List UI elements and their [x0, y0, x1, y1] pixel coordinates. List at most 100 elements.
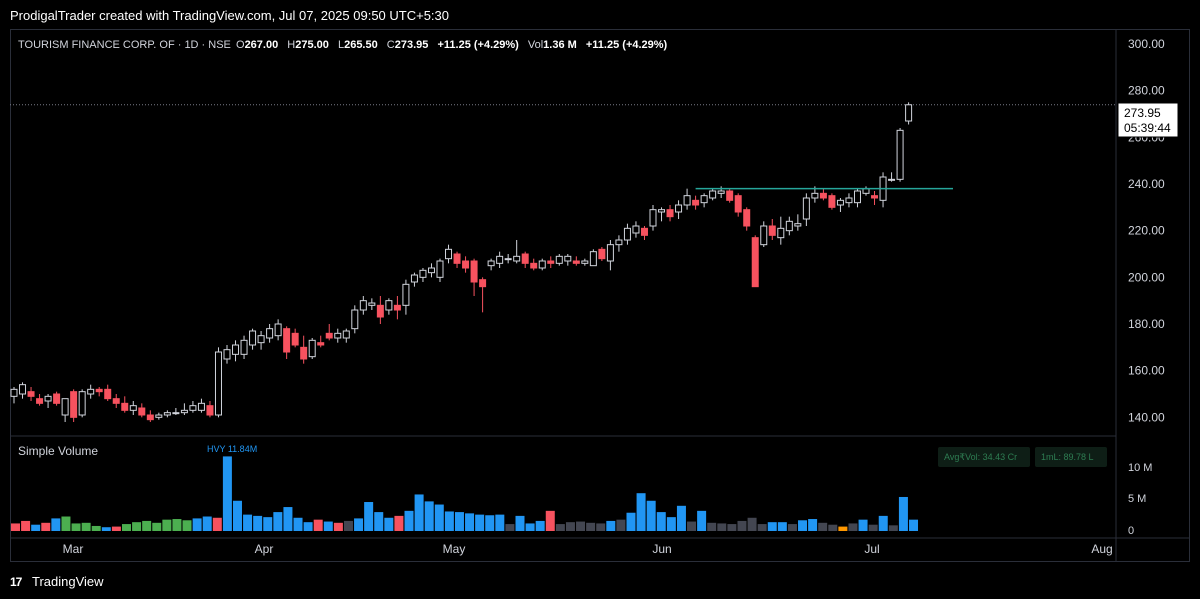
candle-body: [649, 209, 657, 227]
candle-body: [692, 199, 700, 206]
volume-bar: [485, 515, 495, 531]
candle-body: [479, 279, 487, 288]
volume-bar: [737, 520, 747, 531]
volume-bar: [586, 522, 596, 531]
hvy-label: HVY 11.84M: [207, 444, 257, 454]
volume-bar: [646, 500, 656, 531]
volume-bar: [858, 519, 868, 531]
candle-body: [845, 197, 853, 204]
legend-symbol: TOURISM FINANCE CORP. OF · 1D · NSE: [18, 39, 231, 51]
candle-body: [393, 304, 401, 311]
candle-body: [709, 190, 717, 199]
candle-body: [223, 349, 231, 360]
candle-body: [836, 199, 844, 206]
candle-body: [180, 409, 188, 414]
volume-bar: [31, 524, 41, 531]
avg-vol-text: Avg₹Vol: 34.43 Cr: [944, 452, 1017, 462]
candle-body: [905, 104, 913, 122]
time-label-aug: Aug: [1091, 542, 1112, 556]
volume-bar: [444, 511, 454, 531]
volume-bar: [394, 515, 404, 531]
candle-body: [257, 335, 265, 344]
volume-bar: [424, 501, 434, 531]
candle-body: [44, 395, 52, 402]
candle-body: [385, 300, 393, 311]
volume-bar: [747, 517, 757, 531]
candle-body: [496, 255, 504, 264]
candle-body: [266, 328, 274, 339]
volume-bar: [182, 520, 192, 531]
candle-body: [658, 209, 666, 213]
volume-bar: [565, 522, 575, 531]
price-tick-200: 200.00: [1128, 270, 1165, 284]
candle-body: [436, 260, 444, 278]
volume-bar: [878, 515, 888, 531]
volume-bars: [11, 456, 919, 531]
time-label-mar: Mar: [63, 542, 84, 556]
volume-bar: [21, 520, 31, 531]
volume-bar: [555, 524, 565, 531]
candle-body: [325, 332, 333, 339]
candle-body: [666, 209, 674, 218]
candle-body: [317, 342, 325, 346]
vol-tick-5m: 5 M: [1128, 493, 1146, 505]
volume-bar: [303, 522, 313, 531]
volume-bar: [798, 520, 808, 531]
candle-body: [581, 260, 589, 264]
candle-body: [308, 339, 316, 358]
candle-body: [751, 237, 759, 288]
time-axis[interactable]: Mar Apr May Jun Jul Aug: [63, 542, 1113, 556]
candle-body: [572, 260, 580, 264]
volume-bar: [222, 456, 232, 531]
volume-bar: [525, 523, 535, 531]
candle-body: [427, 267, 435, 274]
candle-body: [61, 398, 69, 416]
volume-bar: [263, 517, 273, 531]
candle-body: [700, 195, 708, 204]
volume-bar: [232, 500, 242, 531]
candle-body: [78, 391, 86, 416]
candle-body: [10, 388, 18, 397]
volume-bar: [848, 523, 858, 531]
candle-body: [419, 269, 427, 278]
volume-bar: [293, 517, 303, 531]
candle-body: [189, 405, 197, 411]
candle-body: [53, 393, 61, 404]
candle-body: [172, 412, 180, 415]
volume-bar: [676, 505, 686, 531]
candle-body: [785, 220, 793, 232]
candle-body: [564, 255, 572, 262]
volume-bar: [535, 520, 545, 531]
avg-vol-box: [938, 447, 1030, 467]
candle-body: [888, 178, 896, 181]
candle-body: [410, 274, 418, 283]
tradingview-logo-icon: 17: [10, 575, 22, 589]
volume-bar: [243, 514, 253, 531]
candle-body: [291, 332, 299, 346]
volume-bar: [132, 522, 142, 531]
footer: 17 TradingView: [0, 566, 1200, 599]
volume-bar: [767, 522, 777, 531]
volume-bar: [343, 520, 353, 531]
candle-body: [768, 225, 776, 236]
volume-pane-title: Simple Volume: [18, 444, 98, 458]
volume-bar: [384, 517, 394, 531]
volume-bar: [707, 522, 717, 531]
volume-bar: [757, 524, 767, 531]
price-axis[interactable]: 300.00280.00260.00240.00220.00200.00180.…: [1128, 37, 1165, 424]
candle-body: [717, 190, 725, 194]
candle-body: [36, 398, 44, 404]
candle-body: [871, 195, 879, 199]
candle-body: [462, 260, 470, 269]
volume-bar: [101, 527, 111, 531]
volume-bar: [172, 519, 182, 531]
candle-body: [743, 209, 751, 227]
price-tick-160: 160.00: [1128, 364, 1165, 378]
volume-bar: [11, 523, 20, 531]
candle-body: [521, 253, 529, 264]
candle-body: [342, 330, 350, 339]
volume-bar: [838, 526, 848, 531]
volume-bar: [616, 519, 626, 531]
candle-body: [300, 346, 308, 360]
